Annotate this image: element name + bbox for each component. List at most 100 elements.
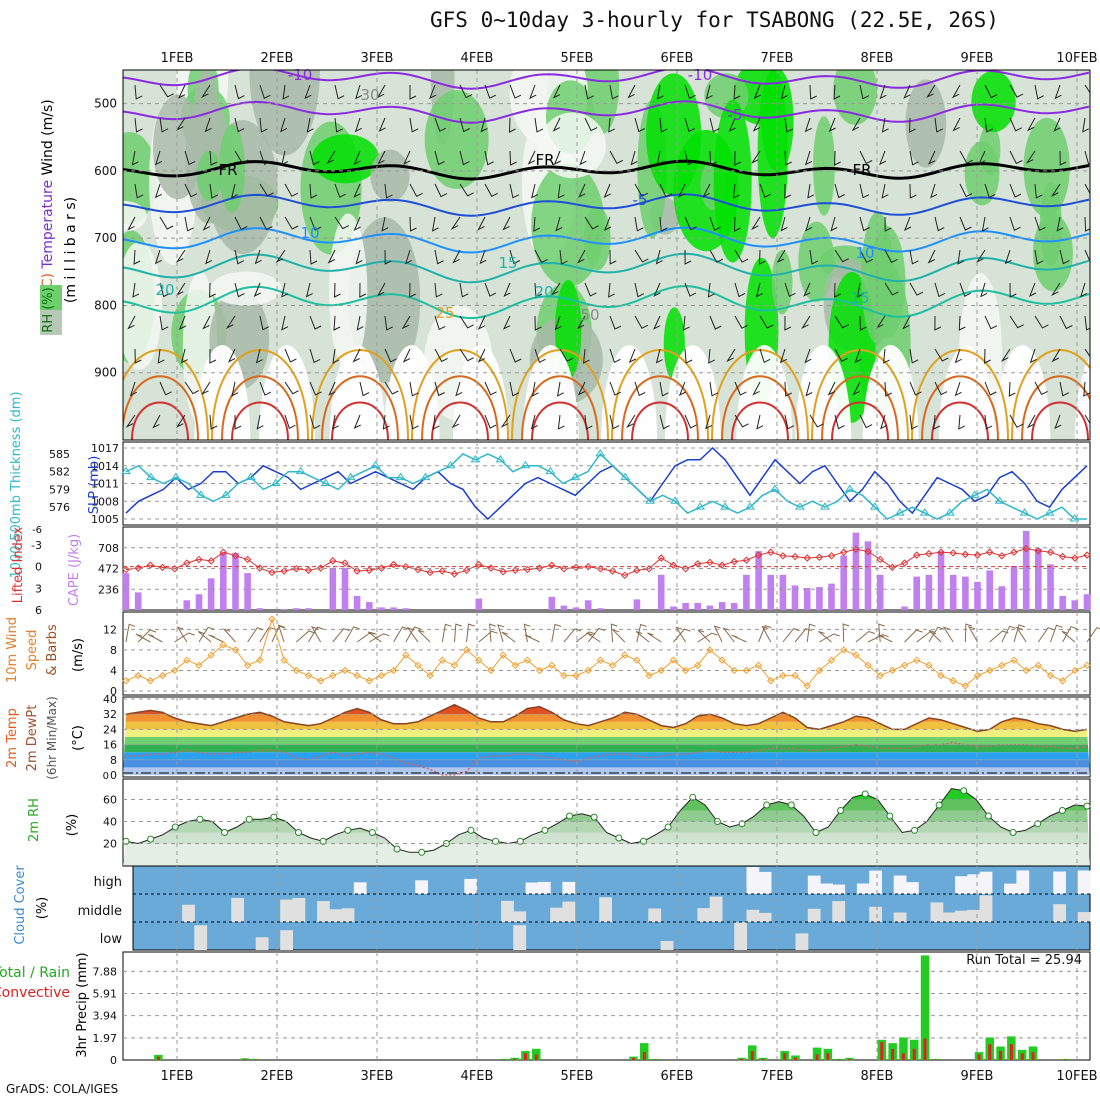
wind-barb <box>834 348 848 362</box>
wind-speed-point <box>681 666 690 675</box>
wind-barb <box>555 216 563 232</box>
wind-barb <box>477 216 486 231</box>
wind-barb <box>984 183 996 199</box>
thickness-point <box>470 454 481 463</box>
thickness-point <box>645 496 656 504</box>
cape-bar <box>1047 564 1054 610</box>
contour-label: -10 <box>688 66 713 84</box>
wind-barb <box>178 315 187 331</box>
wind-barb <box>584 117 598 132</box>
wind-barb <box>881 183 889 199</box>
li-point <box>912 551 921 559</box>
wind-barb <box>434 282 443 298</box>
wind-barb <box>484 282 497 297</box>
svg-text:(°C): (°C) <box>71 725 86 751</box>
wind-barb <box>634 183 649 197</box>
contour-label: FR <box>852 161 871 179</box>
surface-wind-barb <box>586 632 601 643</box>
rh-point <box>368 829 376 836</box>
wind-barb <box>259 216 273 231</box>
wind-barb <box>209 183 219 199</box>
wind-speed-point <box>596 656 605 664</box>
thickness-axis-label: 1000-500mb Thickness (dm) <box>9 391 24 578</box>
wind-barb <box>981 216 989 232</box>
wind-barb <box>434 315 446 331</box>
wind-barb <box>734 315 749 329</box>
li-point <box>694 560 702 568</box>
thickness-point <box>345 472 356 481</box>
wind-barb <box>707 282 715 298</box>
cloud-cell <box>807 908 821 922</box>
wind-barb <box>884 282 899 296</box>
wind-speed-point <box>767 677 775 685</box>
cape-tick-label: 472 <box>98 563 119 576</box>
li-point <box>535 564 544 572</box>
wind-barb <box>409 282 416 298</box>
precip-convective-bar <box>988 1044 992 1061</box>
wind-barb <box>732 183 740 199</box>
wind-barb <box>334 216 350 230</box>
cloud-cell <box>869 906 882 922</box>
slp-tick-label: 1011 <box>91 478 119 491</box>
wind-barb <box>159 282 170 298</box>
wind-barb <box>984 348 991 364</box>
surface-wind-barb <box>1001 625 1016 643</box>
wind-barb <box>125 414 136 428</box>
wind-barb <box>259 381 272 396</box>
wind-barb <box>259 315 270 331</box>
li-point <box>852 545 860 554</box>
precip-total-bar <box>812 1047 822 1060</box>
wind-barb <box>534 282 543 298</box>
rh-point <box>541 826 549 834</box>
wind-barb <box>702 183 711 198</box>
cloud-level-label: middle <box>78 904 122 919</box>
rh-legend: RH (%) <box>40 285 62 335</box>
thickness-point <box>245 472 256 481</box>
wind-barb <box>759 348 771 364</box>
cloud-cell <box>660 941 674 950</box>
wind-speed-point <box>803 682 811 690</box>
wind-barb <box>726 348 736 363</box>
cloud-cell <box>255 937 269 950</box>
wind-axis-label-2: Speed <box>25 630 40 671</box>
temperature-tick-label: 32 <box>103 708 117 721</box>
surface-wind-barb <box>904 629 923 643</box>
wind-barb <box>382 414 390 430</box>
wind-barb <box>728 117 736 132</box>
wind-barb <box>378 117 386 132</box>
wind-barb <box>980 282 988 298</box>
wind-barb <box>355 84 363 100</box>
rh-shade <box>646 73 702 196</box>
thickness-point <box>795 502 805 510</box>
cape-bar <box>767 574 774 610</box>
cape-tick-label: 708 <box>98 542 119 555</box>
rh-point <box>516 837 524 845</box>
temperature-tick-label: 24 <box>103 723 117 736</box>
wind-speed-point <box>462 646 471 654</box>
cape-bar <box>791 585 799 610</box>
li-point <box>487 564 495 572</box>
precip-convective-bar <box>1031 1052 1035 1060</box>
wind-barb <box>684 414 697 429</box>
temperature-axis-label-2: 2m DewPt <box>25 705 40 772</box>
wind-barb <box>784 150 792 166</box>
wind-barb <box>881 117 889 133</box>
wind-barb <box>256 414 264 430</box>
wind-barb <box>1034 183 1043 199</box>
precip-convective-bar <box>513 1058 517 1060</box>
surface-wind-barb <box>942 626 954 643</box>
surface-wind-barb <box>612 629 626 643</box>
rh-point <box>221 829 229 836</box>
li-point <box>815 553 824 561</box>
li-point <box>134 564 142 572</box>
temperature-band <box>123 729 1090 737</box>
contour-label: FR <box>535 151 554 169</box>
wind-barb <box>1026 117 1036 132</box>
surface-wind-barb <box>497 624 505 643</box>
dry-low-level <box>329 345 386 440</box>
panel-precip: 0 1.97 3.94 5.91 7.88 Run Total = 25.94 3hr Pr… <box>0 951 1091 1067</box>
isotherm <box>123 159 1090 181</box>
temperature-tick-label: 8 <box>110 754 117 767</box>
isotherm <box>123 285 1090 320</box>
